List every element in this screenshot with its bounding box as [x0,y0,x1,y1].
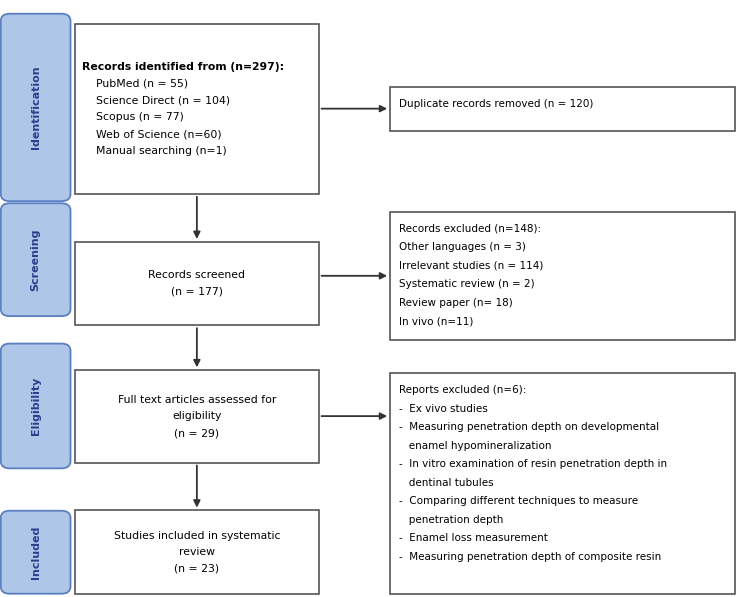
FancyBboxPatch shape [390,373,735,594]
FancyBboxPatch shape [1,510,70,593]
Text: Scopus (n = 77): Scopus (n = 77) [82,112,184,122]
Text: Records screened: Records screened [148,270,245,280]
FancyBboxPatch shape [1,14,70,201]
Text: Manual searching (n=1): Manual searching (n=1) [82,146,227,156]
Text: Review paper (n= 18): Review paper (n= 18) [399,298,513,308]
Text: Irrelevant studies (n = 114): Irrelevant studies (n = 114) [399,261,543,271]
Text: Reports excluded (n=6):: Reports excluded (n=6): [399,385,526,395]
Text: Web of Science (n=60): Web of Science (n=60) [82,129,222,139]
Text: (n = 177): (n = 177) [171,287,223,297]
Text: dentinal tubules: dentinal tubules [399,478,494,488]
Text: Full text articles assessed for: Full text articles assessed for [118,395,276,405]
Text: Records identified from (n=297):: Records identified from (n=297): [82,62,285,72]
Text: Identification: Identification [31,66,40,149]
Text: Eligibility: Eligibility [31,377,40,435]
Text: -  Comparing different techniques to measure: - Comparing different techniques to meas… [399,496,638,506]
Text: review: review [178,547,214,557]
Text: -  Ex vivo studies: - Ex vivo studies [399,404,488,414]
Text: In vivo (n=11): In vivo (n=11) [399,316,473,327]
FancyBboxPatch shape [390,87,735,131]
Text: Science Direct (n = 104): Science Direct (n = 104) [82,96,231,106]
FancyBboxPatch shape [75,242,319,325]
FancyBboxPatch shape [1,204,70,316]
Text: Records excluded (n=148):: Records excluded (n=148): [399,224,542,234]
Text: Other languages (n = 3): Other languages (n = 3) [399,242,526,253]
FancyBboxPatch shape [1,344,70,468]
Text: (n = 23): (n = 23) [174,564,220,574]
Text: (n = 29): (n = 29) [174,428,220,438]
FancyBboxPatch shape [75,24,319,194]
Text: PubMed (n = 55): PubMed (n = 55) [82,79,189,89]
Text: -  Enamel loss measurement: - Enamel loss measurement [399,533,548,543]
FancyBboxPatch shape [390,212,735,340]
Text: enamel hypomineralization: enamel hypomineralization [399,441,551,451]
Text: eligibility: eligibility [172,411,221,421]
FancyBboxPatch shape [75,370,319,463]
Text: -  Measuring penetration depth of composite resin: - Measuring penetration depth of composi… [399,552,662,562]
Text: -  In vitro examination of resin penetration depth in: - In vitro examination of resin penetrat… [399,459,668,469]
Text: penetration depth: penetration depth [399,515,503,525]
Text: Studies included in systematic: Studies included in systematic [114,531,280,540]
FancyBboxPatch shape [75,510,319,594]
Text: Included: Included [31,525,40,579]
Text: -  Measuring penetration depth on developmental: - Measuring penetration depth on develop… [399,422,659,432]
Text: Duplicate records removed (n = 120): Duplicate records removed (n = 120) [399,99,593,109]
Text: Screening: Screening [31,229,40,291]
Text: Systematic review (n = 2): Systematic review (n = 2) [399,279,535,290]
